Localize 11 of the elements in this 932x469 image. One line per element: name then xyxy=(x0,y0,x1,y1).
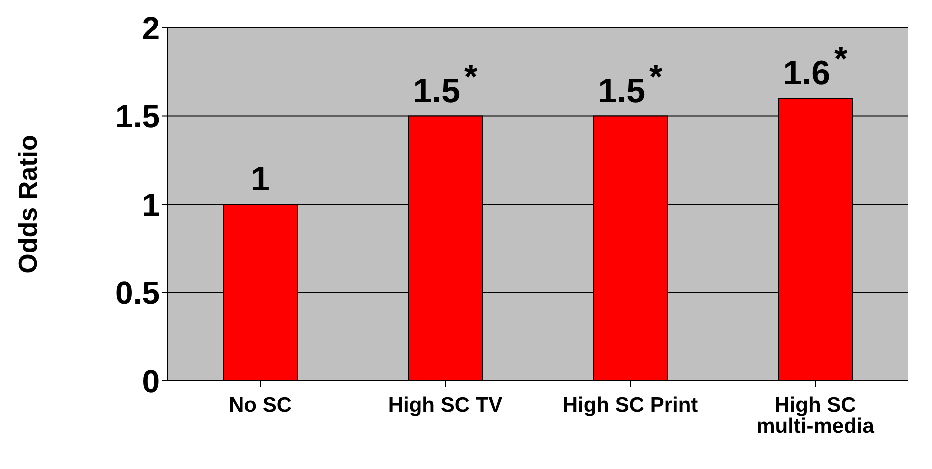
x-tick-label: High SC TV xyxy=(388,394,503,417)
x-tick-label: High SC Print xyxy=(562,394,698,417)
y-tick-label: 2 xyxy=(142,10,160,46)
y-tick-label: 0 xyxy=(142,363,160,400)
data-label: 1 xyxy=(251,160,270,198)
y-axis-title: Odds Ratio xyxy=(13,135,44,274)
x-tick-label: High SC multi-media xyxy=(756,394,875,438)
y-tick-label: 0.5 xyxy=(116,275,160,312)
y-tick-label: 1.5 xyxy=(116,98,160,135)
y-tick-label: 1 xyxy=(142,186,160,223)
x-tick-label: No SC xyxy=(229,394,292,417)
